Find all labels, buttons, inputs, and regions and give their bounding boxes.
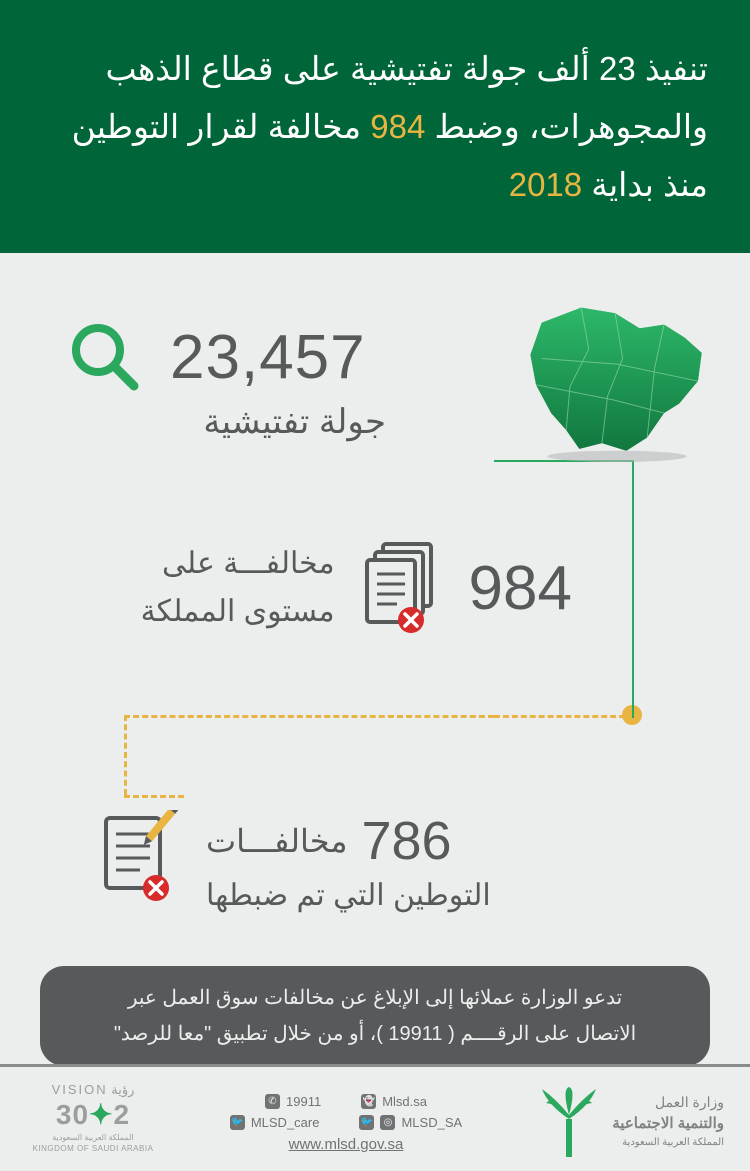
- contact-instagram: 🐦◎MLSD_SA: [359, 1115, 462, 1130]
- stat-violations-value: 984: [469, 553, 572, 624]
- saudi-map-icon: [522, 302, 712, 462]
- contact-snapchat: 👻Mlsd.sa: [361, 1094, 427, 1109]
- header-highlight-violations: 984: [370, 108, 425, 145]
- twitter-icon: 🐦: [359, 1115, 374, 1130]
- website-url: www.mlsd.gov.sa: [196, 1136, 496, 1153]
- stat-localization-label2: التوطين التي تم ضبطها: [206, 878, 491, 913]
- contact-phone: ✆19911: [265, 1094, 321, 1109]
- search-icon: [68, 320, 142, 394]
- footer: رؤية VISION 2✦30 المملكة العربية السعودي…: [0, 1063, 750, 1171]
- vision-sub-en: KINGDOM OF SAUDI ARABIA: [28, 1144, 158, 1153]
- connector-line: [632, 460, 634, 718]
- snapchat-icon: 👻: [361, 1094, 376, 1109]
- stat-violations-kingdom: 984 مخالفـــة على مستوى المملكة: [42, 540, 572, 636]
- vision-2030-logo: رؤية VISION 2✦30 المملكة العربية السعودي…: [28, 1082, 158, 1153]
- ministry-logo: وزارة العمل والتنمية الاجتماعية المملكة …: [538, 1085, 724, 1157]
- stat-tours-value: 23,457: [170, 322, 366, 393]
- vision-label: رؤية VISION: [28, 1082, 158, 1098]
- stat-violations-label: مخالفـــة على مستوى المملكة: [141, 540, 335, 636]
- contact-twitter-care: 🐦MLSD_care: [230, 1115, 320, 1130]
- connector-dashed: [494, 715, 634, 718]
- connector-dashed: [124, 715, 127, 795]
- twitter-icon: 🐦: [230, 1115, 245, 1130]
- connector-dashed: [124, 715, 494, 718]
- vision-sub-ar: المملكة العربية السعودية: [28, 1133, 158, 1142]
- instagram-icon: ◎: [380, 1115, 395, 1130]
- cta-line1: تدعو الوزارة عملائها إلى الإبلاغ عن مخال…: [66, 980, 684, 1016]
- ministry-line3: المملكة العربية السعودية: [612, 1135, 724, 1150]
- stat-localization-violations: 786 مخالفـــات التوطين التي تم ضبطها: [100, 810, 620, 913]
- documents-icon: [359, 540, 445, 636]
- contact-block: ✆19911 👻Mlsd.sa 🐦MLSD_care 🐦◎MLSD_SA www…: [196, 1094, 496, 1153]
- phone-icon: ✆: [265, 1094, 280, 1109]
- ministry-line2: والتنمية الاجتماعية: [612, 1113, 724, 1136]
- cta-banner: تدعو الوزارة عملائها إلى الإبلاغ عن مخال…: [40, 966, 710, 1066]
- note-icon: [100, 810, 180, 904]
- connector-dashed: [124, 795, 184, 798]
- header-highlight-year: 2018: [509, 166, 582, 203]
- vision-year: 2✦30: [28, 1098, 158, 1131]
- stat-localization-value: 786: [361, 810, 451, 872]
- stat-tours-label: جولة تفتيشية: [68, 402, 386, 442]
- stat-localization-label1: مخالفـــات: [206, 822, 347, 860]
- palm-icon: [538, 1085, 600, 1157]
- header-banner: تنفيذ 23 ألف جولة تفتيشية على قطاع الذهب…: [0, 0, 750, 253]
- cta-line2: الاتصال على الرقــــم ( 19911 )، أو من خ…: [66, 1016, 684, 1052]
- ministry-line1: وزارة العمل: [612, 1092, 724, 1113]
- stat-inspection-tours: 23,457 جولة تفتيشية: [68, 320, 488, 442]
